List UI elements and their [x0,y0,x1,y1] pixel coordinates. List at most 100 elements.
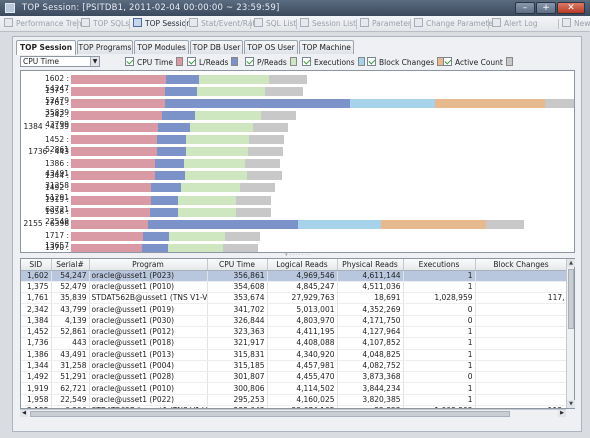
table-cell [475,337,568,350]
table-cell: 300,806 [207,382,268,395]
vertical-scrollbar[interactable]: ▲ ▼ [566,259,575,408]
table-cell: 0 [403,371,476,384]
checkbox-block-changes[interactable] [367,57,376,66]
column-header[interactable]: Serial# [51,259,90,271]
table-row[interactable]: 1,958 22,549 oracle@usset1 (P022) 295,253 4,… [21,394,568,407]
table-cell: 353,674 [207,292,268,305]
table-row[interactable]: 1,736 443 oracle@usset1 (P018) 321,917 4,408… [21,337,568,350]
close-button[interactable]: ✕ [557,2,585,14]
tab-top-programs[interactable]: TOP Programs [77,40,133,54]
bar-segment-cpu-time [71,195,151,205]
toolbar-sql-list[interactable]: SQL List [254,18,296,30]
toolbar-change-parameter[interactable]: Change Parameter [414,18,496,30]
toolbar-top-session[interactable]: TOP Session [133,18,191,30]
toolbar-alert-log[interactable]: Alert Log [492,18,538,30]
checkbox-executions[interactable] [302,57,311,66]
checkbox-cpu-time[interactable] [125,57,134,66]
metric-select[interactable]: CPU Time ▼ [20,56,100,67]
checkbox-p-reads[interactable] [245,57,254,66]
vertical-scroll-thumb[interactable] [568,269,574,329]
minimize-button[interactable]: – [515,2,535,14]
column-header[interactable]: Logical Reads [267,259,338,271]
tab-top-session[interactable]: TOP Session [16,40,76,55]
column-header[interactable]: CPU Time [207,259,268,271]
table-cell [475,371,568,384]
tab-top-os-user[interactable]: TOP OS User [244,40,298,54]
bar-segment-active-count [253,122,288,132]
table-row[interactable]: 1,602 54,247 oracle@usset1 (P023) 356,861 4,… [21,270,568,282]
bar-segment-cpu-time [71,98,165,108]
legend-block-changes[interactable]: Block Changes [367,57,445,67]
table-row[interactable]: 1,384 4,139 oracle@usset1 (P030) 326,844 4,8… [21,315,568,327]
toolbar-parameter[interactable]: Parameter [360,18,411,30]
chart-row-label: 1919 : 62721 [45,195,69,214]
legend-l-reads[interactable]: L/Reads [187,57,239,67]
table-cell: oracle@usset1 (P010) [89,281,208,294]
tab-top-machine[interactable]: TOP Machine [299,40,354,54]
checkbox-l-reads[interactable] [187,57,196,66]
scroll-right-icon[interactable]: ▶ [558,410,566,417]
splitter-handle[interactable]: ▾ · · · · · · · [285,252,310,258]
cpu-time-swatch [176,57,183,66]
table-row[interactable]: 1,375 52,479 oracle@usset1 (P010) 354,608 4,… [21,281,568,294]
table-cell: 1 [403,270,476,282]
table-row[interactable]: 1,452 52,861 oracle@usset1 (P012) 323,363 4,… [21,326,568,339]
table-row[interactable]: 1,386 43,491 oracle@usset1 (P013) 315,831 4,… [21,349,568,361]
legend-active-count[interactable]: Active Count [443,57,513,67]
table-cell: 1 [403,326,476,339]
table-row[interactable]: 2,1556,396STDAT562B@usset1 (TNS V1-V3)28… [21,405,568,408]
tab-top-modules[interactable]: TOP Modules [134,40,189,54]
bar-segment-l-reads [157,135,186,144]
table-row[interactable]: 1,492 51,291 oracle@usset1 (P028) 301,807 4,… [21,371,568,384]
tab-top-db-user[interactable]: TOP DB User [190,40,243,54]
toolbar-stat-event-ratio[interactable]: Stat/Event/Ratio [189,18,262,30]
scroll-down-icon[interactable]: ▼ [567,400,575,408]
table-cell: 321,917 [207,337,268,350]
bar-segment-l-reads [148,219,298,229]
table-cell [475,315,568,327]
column-header[interactable]: Physical Reads [337,259,404,271]
horizontal-scrollbar[interactable]: ◀ ▶ [20,409,566,417]
bar-segment-p-reads [197,86,265,96]
table-row[interactable]: 1,344 31,258 oracle@usset1 (P004) 315,185 4,… [21,360,568,373]
sql-icon [81,18,90,27]
session-list-icon [300,18,309,27]
table-cell: 4,455,470 [267,371,338,384]
bar-segment-p-reads [178,207,236,217]
bar-segment-active-count [240,183,275,193]
legend-p-reads[interactable]: P/Reads [245,57,297,67]
table-cell: 3,873,368 [337,371,404,384]
column-header[interactable]: Executions [403,259,476,271]
bar-segment-active-count [248,147,283,157]
toolbar-session-list[interactable]: Session List [300,18,356,30]
table-row[interactable]: 2,342 43,799 oracle@usset1 (P019) 341,702 5,… [21,303,568,316]
table-cell: STDAT562B@usset1 (TNS V1-V3) [89,292,208,305]
scroll-up-icon[interactable]: ▲ [567,259,575,267]
table-cell: 1,602 [21,270,52,282]
table-cell: 356,861 [207,270,268,282]
table-row[interactable]: 1,919 62,721 oracle@usset1 (P010) 300,806 4,… [21,382,568,395]
checkbox-active-count[interactable] [443,57,452,66]
table-cell: 354,608 [207,281,268,294]
bar-segment-active-count [265,86,303,96]
legend-cpu-time[interactable]: CPU Time [125,57,183,67]
horizontal-scroll-thumb[interactable] [30,411,510,417]
chart-row-label: 1370 : 40736 [45,243,69,253]
table-cell: 341,702 [207,303,268,316]
toolbar-new[interactable]: New [562,18,590,30]
table-row[interactable]: 1,761 35,839 STDAT562B@usset1 (TNS V1-V3) 3… [21,292,568,305]
maximize-button[interactable]: + [536,2,556,14]
bar-segment-cpu-time [71,243,142,252]
legend-executions[interactable]: Executions [302,57,365,67]
toolbar-top-sqls[interactable]: TOP SQLs [81,18,129,30]
table-cell: 1 [403,382,476,395]
bar-segment-executions [298,219,381,229]
column-header[interactable]: Program [89,259,208,271]
column-header[interactable]: Block Changes [475,259,568,271]
chevron-down-icon[interactable]: ▼ [90,57,99,66]
table-cell: 4,408,088 [267,337,338,350]
bar-segment-p-reads [186,135,249,144]
toolbar-performance-trend[interactable]: Performance Trend [4,18,86,30]
scroll-left-icon[interactable]: ◀ [20,410,28,417]
column-header[interactable]: SID [21,259,52,271]
